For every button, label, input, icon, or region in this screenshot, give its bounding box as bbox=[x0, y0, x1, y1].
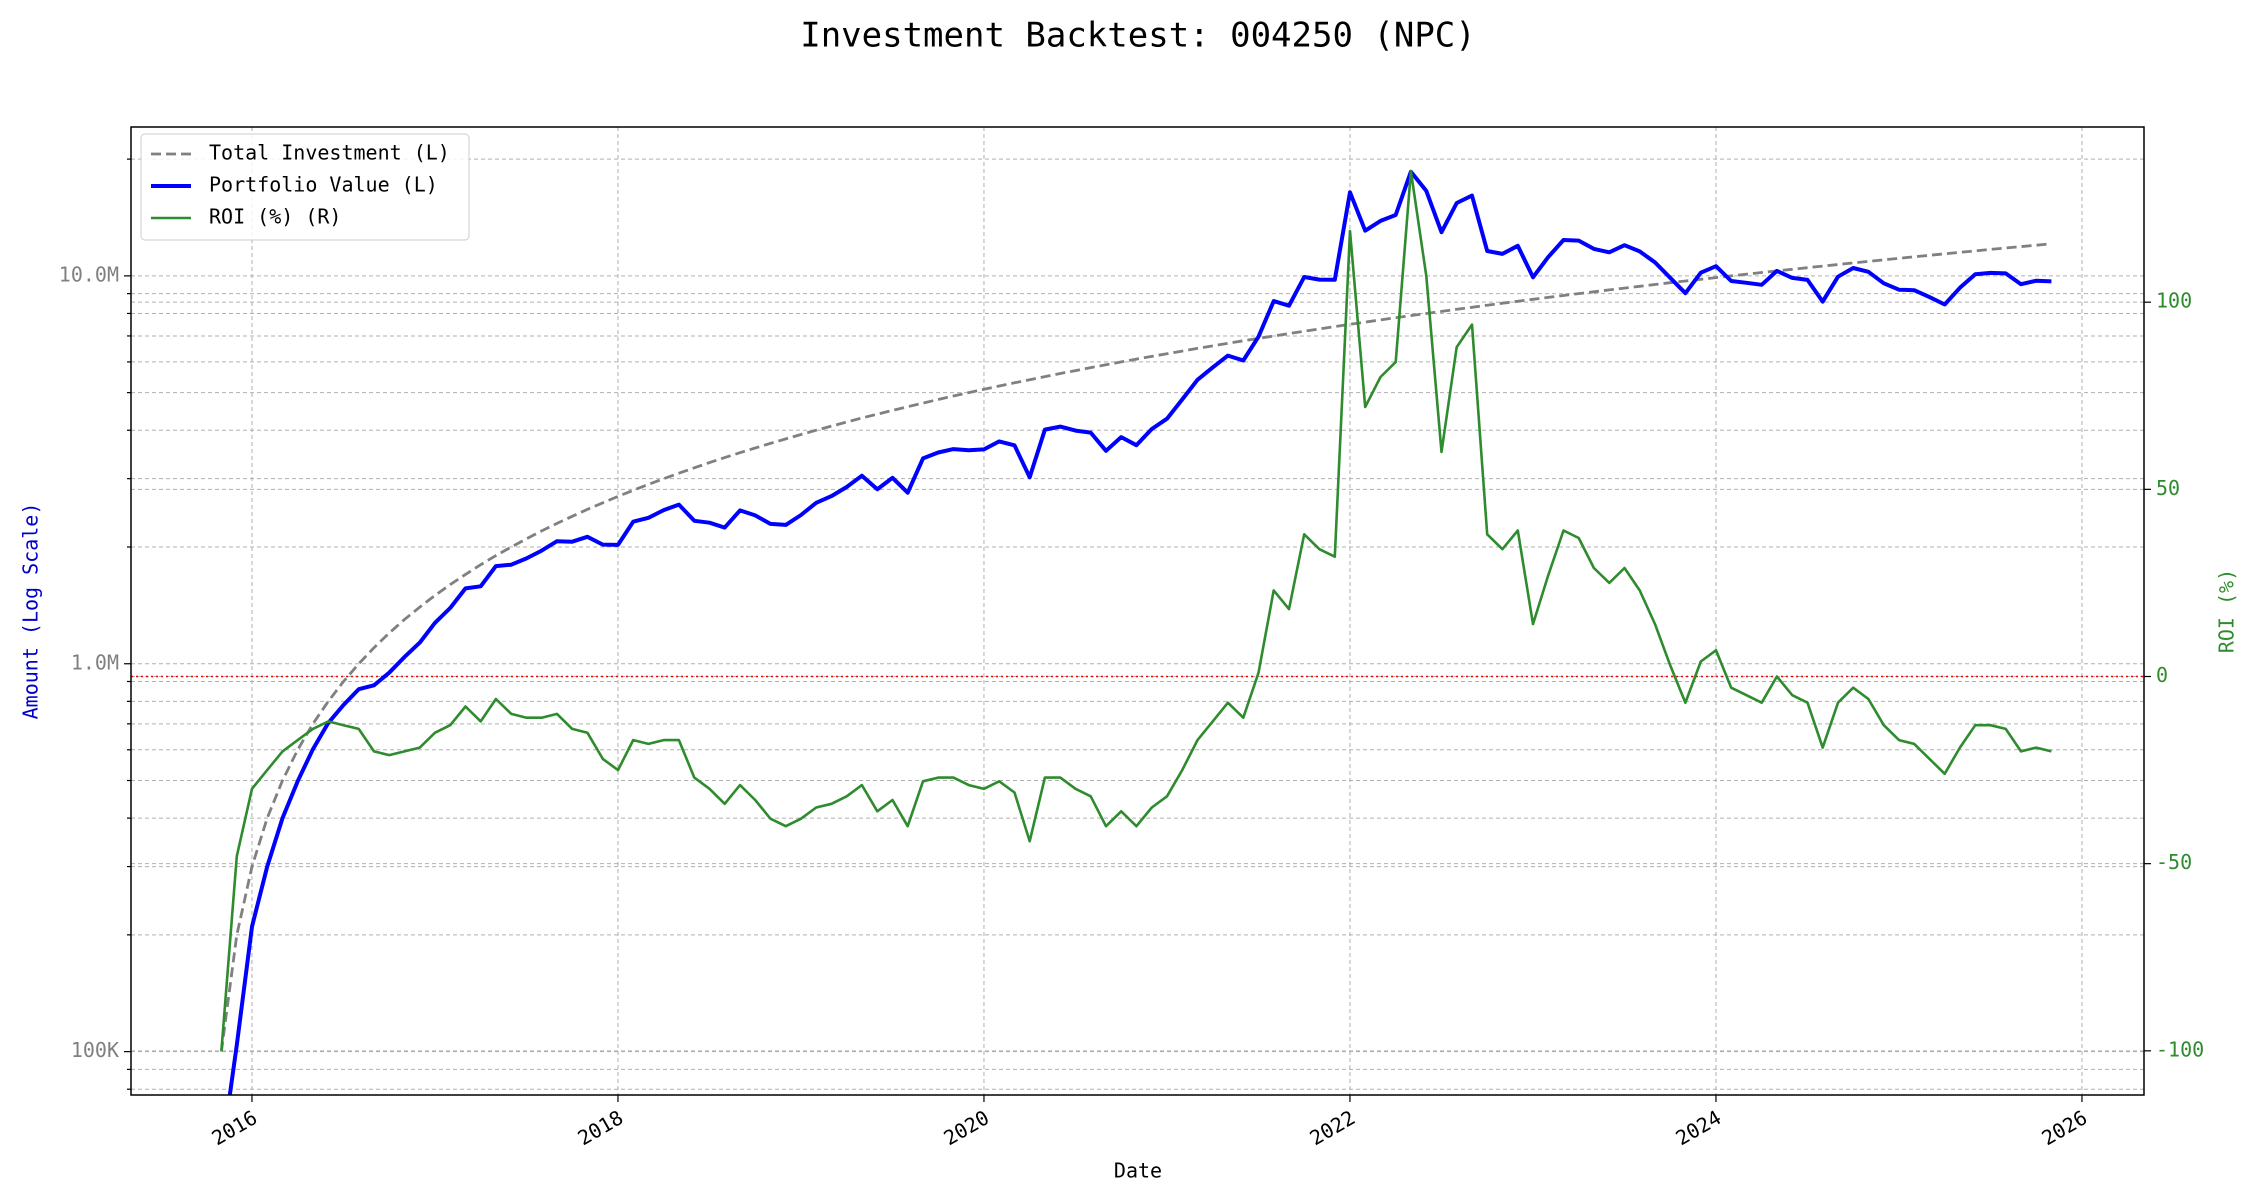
x-axis-label: Date bbox=[1114, 1159, 1162, 1183]
legend: Total Investment (L) Portfolio Value (L) R… bbox=[140, 133, 470, 241]
y-tick-label: 1.0M bbox=[71, 650, 119, 674]
legend-label: Total Investment (L) bbox=[209, 141, 450, 165]
series-line bbox=[227, 169, 2052, 1095]
y-tick-label: 100K bbox=[71, 1038, 119, 1062]
y-axis-label: Amount (Log Scale) bbox=[19, 503, 43, 720]
y2-axis-label: ROI (%) bbox=[2215, 569, 2239, 653]
y2-tick-label: 50 bbox=[2156, 476, 2180, 500]
plot-area bbox=[131, 169, 2144, 1095]
legend-box bbox=[140, 133, 470, 241]
plot-frame bbox=[130, 126, 2145, 1096]
grid bbox=[131, 127, 2144, 1095]
series-line bbox=[220, 242, 2052, 1052]
y2-tick-label: -100 bbox=[2156, 1037, 2204, 1061]
y2-tick-label: -50 bbox=[2156, 850, 2192, 874]
y2-tick-label: 100 bbox=[2156, 289, 2192, 313]
legend-label: ROI (%) (R) bbox=[209, 205, 341, 229]
y-tick-label: 10.0M bbox=[59, 262, 119, 286]
y2-tick-label: 0 bbox=[2156, 663, 2168, 687]
series-line bbox=[220, 169, 2052, 1051]
chart-title: Investment Backtest: 004250 (NPC) bbox=[800, 16, 1476, 56]
legend-label: Portfolio Value (L) bbox=[209, 173, 438, 197]
